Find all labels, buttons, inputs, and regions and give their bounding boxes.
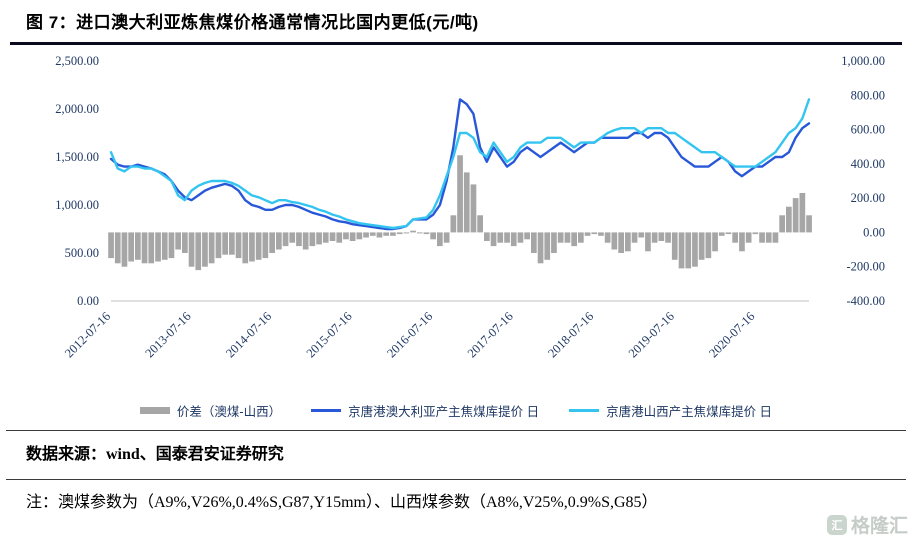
svg-text:500.00: 500.00 — [65, 246, 99, 260]
footer-divider-top — [6, 430, 906, 431]
svg-text:2,000.00: 2,000.00 — [55, 102, 99, 116]
chart-header: 图 7：进口澳大利亚炼焦煤价格通常情况比国内更低(元/吨) — [0, 0, 912, 38]
chart-title: 图 7：进口澳大利亚炼焦煤价格通常情况比国内更低(元/吨) — [26, 13, 479, 32]
svg-text:2016-07-16: 2016-07-16 — [384, 309, 435, 360]
svg-text:600.00: 600.00 — [851, 123, 885, 137]
svg-text:1,500.00: 1,500.00 — [55, 150, 99, 164]
svg-text:2018-07-16: 2018-07-16 — [545, 309, 596, 360]
legend-label-australia: 京唐港澳大利亚产主焦煤库提价 日 — [348, 405, 540, 419]
svg-text:2017-07-16: 2017-07-16 — [465, 309, 516, 360]
svg-text:1,000.00: 1,000.00 — [841, 54, 885, 68]
svg-text:2,500.00: 2,500.00 — [55, 54, 99, 68]
svg-text:800.00: 800.00 — [851, 88, 885, 102]
legend-item-shanxi: 京唐港山西产主焦煤库提价 日 — [569, 401, 772, 420]
gelonghui-watermark-text: 格隆汇 — [850, 516, 908, 537]
svg-text:2012-07-16: 2012-07-16 — [62, 309, 113, 360]
legend-item-australia: 京唐港澳大利亚产主焦煤库提价 日 — [311, 401, 539, 420]
svg-text:2019-07-16: 2019-07-16 — [626, 309, 677, 360]
svg-text:0.00: 0.00 — [863, 225, 885, 239]
australia-line-swatch — [311, 409, 342, 412]
svg-text:1,000.00: 1,000.00 — [55, 198, 99, 212]
svg-text:0.00: 0.00 — [77, 294, 99, 308]
spread-bar-swatch — [139, 407, 170, 414]
legend-item-spread: 价差（澳煤-山西） — [139, 401, 282, 420]
svg-text:2020-07-16: 2020-07-16 — [706, 309, 757, 360]
data-source: 数据来源：wind、国泰君安证券研究 — [26, 446, 284, 463]
svg-text:-400.00: -400.00 — [846, 294, 885, 308]
svg-text:-200.00: -200.00 — [846, 260, 885, 274]
title-divider — [10, 42, 902, 45]
svg-text:400.00: 400.00 — [851, 157, 885, 171]
footer-divider-bottom — [6, 479, 906, 480]
legend-label-shanxi: 京唐港山西产主焦煤库提价 日 — [606, 405, 773, 419]
gelonghui-watermark: 汇 格隆汇 — [826, 511, 908, 538]
chart-area: 0.00 500.00 1,000.00 1,500.00 2,000.00 2,500.… — [0, 49, 912, 420]
shanxi-line-swatch — [569, 409, 600, 412]
gelonghui-logo-icon: 汇 — [826, 514, 847, 535]
footnote: 注：澳煤参数为（A9%,V26%,0.4%S,G87,Y15mm）、山西煤参数（… — [26, 494, 658, 511]
svg-text:200.00: 200.00 — [851, 191, 885, 205]
svg-text:2014-07-16: 2014-07-16 — [223, 309, 274, 360]
price-chart: 0.00 500.00 1,000.00 1,500.00 2,000.00 2,500.… — [55, 54, 885, 360]
svg-text:2015-07-16: 2015-07-16 — [304, 309, 355, 360]
svg-text:2013-07-16: 2013-07-16 — [142, 309, 193, 360]
legend-label-spread: 价差（澳煤-山西） — [176, 405, 282, 419]
chart-legend: 价差（澳煤-山西） 京唐港澳大利亚产主焦煤库提价 日 京唐港山西产主焦煤库提价 … — [0, 401, 912, 420]
